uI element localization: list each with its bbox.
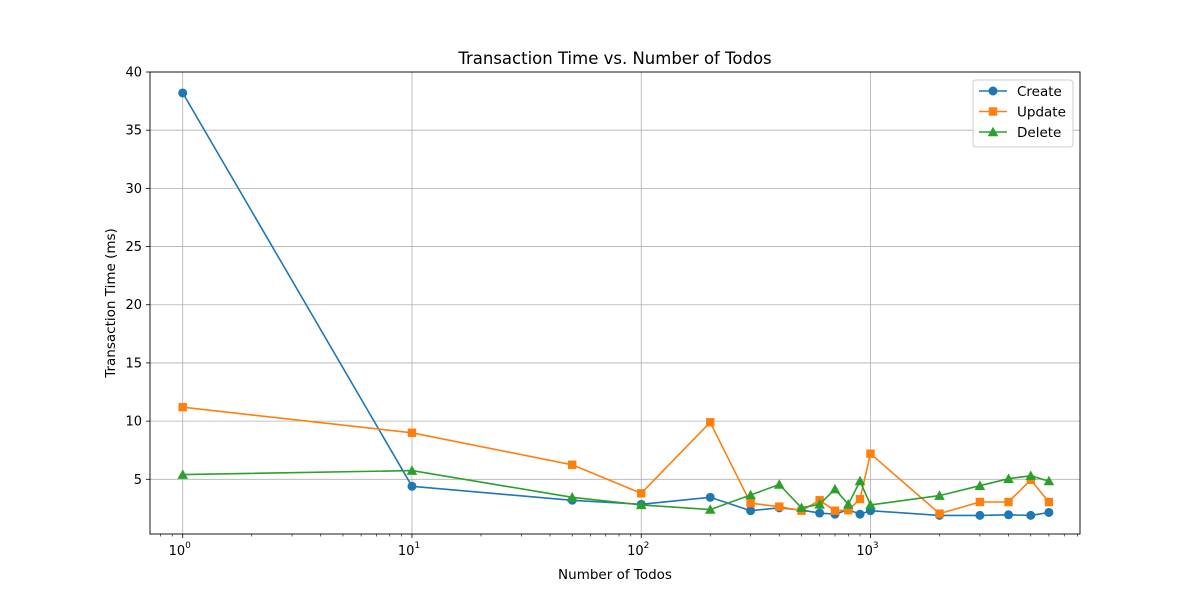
- series-delete: [177, 465, 1055, 514]
- plot-frame: [149, 71, 1081, 535]
- data-point-delete: [1025, 470, 1037, 481]
- legend-item-delete: Delete: [979, 125, 1061, 141]
- legend-item-update: Update: [979, 105, 1066, 121]
- series-line-delete: [182, 469, 1050, 511]
- axes: 5 10 15 20 25 30 35 40 100 101 102 103: [125, 66, 1081, 559]
- data-point-delete: [1003, 473, 1014, 483]
- x-tick-label: 102: [627, 541, 649, 559]
- legend-marker-update: [988, 107, 998, 116]
- grid-lines: [150, 71, 1080, 534]
- data-point-delete: [745, 489, 756, 500]
- data-point-update: [830, 506, 840, 515]
- data-point-delete: [796, 502, 807, 513]
- data-point-update: [775, 502, 784, 511]
- data-point-create: [1026, 510, 1036, 520]
- data-point-update: [746, 498, 755, 508]
- chart-title: Transaction Time vs. Number of Todos: [457, 49, 771, 68]
- y-tick-label: 40: [125, 66, 142, 81]
- data-point-create: [1004, 510, 1014, 520]
- data-point-update: [866, 449, 875, 458]
- data-point-delete: [854, 475, 866, 486]
- data-point-create: [855, 509, 865, 519]
- y-tick-label: 10: [125, 415, 142, 430]
- data-point-update: [178, 402, 187, 412]
- x-tick-label: 101: [398, 541, 420, 559]
- legend-marker-create: [988, 86, 998, 96]
- data-point-delete: [704, 504, 716, 514]
- data-point-update: [975, 497, 985, 507]
- legend-label-create: Create: [1017, 84, 1062, 100]
- data-point-update: [568, 460, 577, 469]
- data-point-create: [975, 510, 985, 520]
- series-line-update: [182, 406, 1050, 515]
- series-create: [178, 88, 1054, 520]
- data-point-update: [407, 428, 417, 437]
- data-point-create: [815, 508, 825, 518]
- data-point-create: [407, 481, 417, 491]
- legend-marker-delete: [987, 126, 999, 137]
- data-point-update: [844, 505, 853, 515]
- y-tick-label: 15: [125, 356, 142, 371]
- data-point-delete: [566, 492, 578, 502]
- legend: Create Update Delete: [972, 79, 1074, 148]
- y-tick-label: 5: [134, 473, 142, 488]
- data-point-create: [746, 506, 756, 516]
- data-point-update: [1044, 497, 1054, 507]
- legend-label-update: Update: [1017, 105, 1066, 121]
- y-tick-label: 20: [125, 298, 142, 313]
- y-tick-label: 35: [125, 124, 142, 139]
- y-tick-label: 25: [125, 240, 142, 255]
- data-point-update: [706, 418, 715, 427]
- legend-box: [972, 79, 1074, 148]
- data-point-delete: [934, 490, 945, 500]
- x-tick-label: 103: [856, 541, 878, 559]
- data-point-delete: [406, 465, 418, 475]
- x-axis-label: Number of Todos: [558, 567, 672, 583]
- data-point-delete: [974, 480, 986, 490]
- y-tick-label: 30: [125, 182, 142, 197]
- data-point-delete: [829, 483, 841, 494]
- data-point-update: [1004, 497, 1013, 507]
- legend-label-delete: Delete: [1017, 125, 1061, 141]
- data-point-delete: [177, 469, 189, 479]
- data-point-delete: [1043, 475, 1055, 486]
- data-point-create: [178, 88, 188, 98]
- data-point-create: [1044, 507, 1054, 517]
- data-point-update: [935, 509, 944, 518]
- data-point-delete: [865, 499, 876, 510]
- x-tick-label: 100: [169, 541, 192, 559]
- data-point-delete: [773, 479, 785, 489]
- data-point-update: [855, 494, 865, 504]
- data-point-create: [705, 492, 715, 502]
- data-point-delete: [814, 499, 825, 509]
- legend-item-create: Create: [979, 84, 1062, 100]
- series-update: [178, 402, 1054, 518]
- series-line-create: [182, 92, 1050, 517]
- y-axis-label: Transaction Time (ms): [103, 228, 119, 379]
- data-point-delete: [842, 499, 854, 509]
- data-point-delete: [635, 499, 647, 510]
- data-point-update: [637, 489, 646, 498]
